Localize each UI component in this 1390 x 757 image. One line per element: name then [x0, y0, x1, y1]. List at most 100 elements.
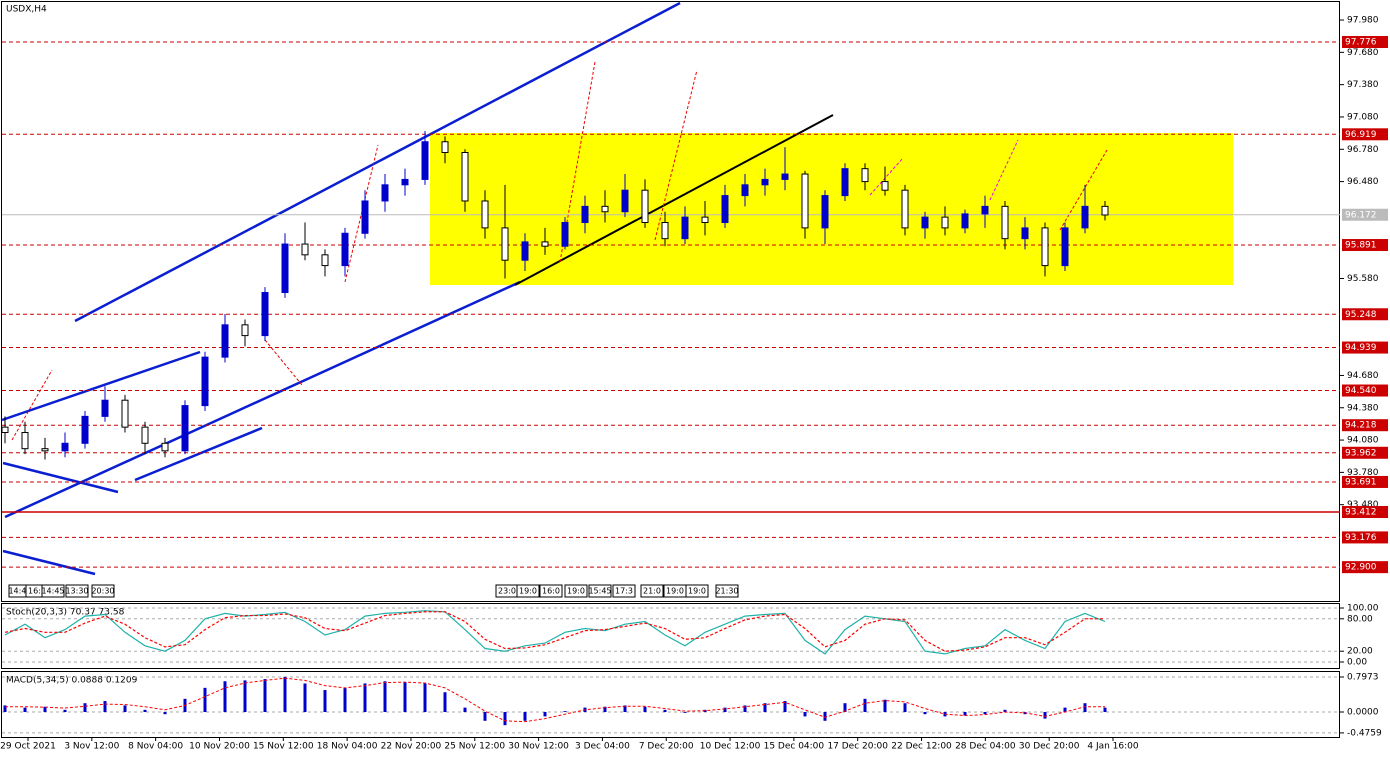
time-marker-box: [640, 584, 664, 598]
macd-bar: [643, 706, 647, 713]
last-price-label: 96.172: [1345, 210, 1377, 220]
candle-body: [621, 189, 629, 213]
candle-body: [1001, 205, 1009, 240]
y-tick-label: 100.00: [1347, 603, 1379, 613]
level-label: 97.776: [1345, 38, 1377, 48]
candle-body: [921, 216, 929, 229]
candle-body: [161, 442, 169, 452]
macd-bar: [323, 690, 327, 713]
main-panel: [1, 1, 1340, 602]
x-tick-label: 30 Nov 12:00: [508, 742, 569, 752]
macd-bar: [43, 706, 47, 713]
time-marker: 23:0: [498, 587, 516, 596]
macd-bar: [283, 676, 287, 713]
candle-body: [101, 399, 109, 417]
candle-body: [81, 415, 89, 444]
level-label: 93.691: [1345, 477, 1377, 487]
candle-body: [801, 173, 809, 229]
x-tick-label: 17 Dec 20:00: [827, 742, 888, 752]
y-tick-label: 93.780: [1347, 468, 1379, 478]
level-label-box: [1342, 419, 1388, 432]
x-tick-label: 3 Dec 04:00: [575, 742, 630, 752]
time-marker-box: [685, 584, 709, 598]
time-marker-box: [612, 584, 636, 598]
candle-body: [481, 200, 489, 229]
y-tick-label: 97.380: [1347, 80, 1379, 90]
macd-bar: [3, 705, 7, 713]
x-tick-label: 15 Dec 04:00: [764, 742, 825, 752]
candle-body: [1, 426, 9, 434]
macd-bar: [1083, 703, 1087, 713]
candle-body: [961, 213, 969, 229]
candle-body: [341, 232, 349, 267]
candle-body: [441, 141, 449, 154]
macd-bar: [803, 712, 807, 717]
candle-body: [581, 205, 589, 224]
candle-body: [21, 432, 29, 450]
candle-body: [1041, 227, 1049, 267]
candle-body: [1081, 205, 1089, 229]
macd-bar: [923, 712, 927, 715]
level-label: 93.412: [1345, 508, 1377, 518]
y-tick-label: 97.080: [1347, 112, 1379, 122]
candle-body: [201, 356, 209, 407]
macd-bar: [743, 705, 747, 713]
candle-body: [361, 200, 369, 234]
macd-bar: [763, 703, 767, 713]
time-marker-box: [41, 584, 65, 598]
candle-body: [661, 222, 669, 240]
time-marker: 19:0: [519, 587, 537, 596]
candle-body: [681, 216, 689, 240]
candle-body: [261, 292, 269, 337]
arrow: [559, 61, 596, 263]
macd-signal: [5, 677, 1105, 723]
range-box: [430, 133, 1233, 285]
time-marker-box: [564, 584, 588, 598]
candle-body: [1061, 227, 1069, 267]
candle-body: [141, 426, 149, 444]
trendline: [2, 549, 96, 576]
x-tick-label: 29 Oct 2021: [0, 742, 56, 752]
macd-bar: [783, 701, 787, 713]
x-tick-label: 15 Nov 12:00: [253, 742, 314, 752]
macd-bar: [1103, 707, 1107, 713]
y-tick-label: 94.680: [1347, 371, 1379, 381]
macd-bar: [883, 699, 887, 713]
macd-bar: [363, 683, 367, 713]
stoch-panel: [1, 603, 1340, 669]
y-tick-label: 94.080: [1347, 436, 1379, 446]
level-label-box: [1342, 475, 1388, 488]
time-marker: 15:45: [588, 587, 611, 596]
x-tick-label: 22 Dec 12:00: [891, 742, 952, 752]
level-label-box: [1342, 341, 1388, 354]
x-tick-label: 18 Nov 04:00: [317, 742, 378, 752]
trendline: [74, 1, 681, 323]
level-label: 94.939: [1345, 343, 1377, 353]
macd-bar: [1003, 709, 1007, 713]
level-label-box: [1342, 506, 1388, 519]
time-marker-box: [91, 584, 115, 598]
macd-bar: [683, 712, 687, 713]
y-tick-label: 0.00: [1347, 658, 1367, 668]
candle-body: [301, 243, 309, 256]
macd-bar: [263, 679, 267, 713]
macd-bar: [23, 707, 27, 713]
candle-body: [321, 254, 329, 267]
level-label-box: [1342, 128, 1388, 141]
trendline: [4, 280, 521, 519]
y-tick-label: 96.780: [1347, 145, 1379, 155]
x-tick-label: 30 Dec 20:00: [1019, 742, 1080, 752]
x-tick-label: 25 Nov 12:00: [444, 742, 505, 752]
level-label-box: [1342, 561, 1388, 574]
level-label-box: [1342, 36, 1388, 49]
candle-body: [541, 241, 549, 247]
macd-bar: [723, 707, 727, 713]
macd-bar: [143, 709, 147, 713]
macd-bar: [863, 698, 867, 713]
candle-body: [741, 184, 749, 197]
macd-title: MACD(5,34,5) 0.0888 0.1209: [6, 676, 138, 686]
time-marker: 19:0: [666, 587, 684, 596]
y-tick-label: 97.980: [1347, 16, 1379, 26]
level-label: 96.919: [1345, 130, 1377, 140]
macd-bar: [843, 703, 847, 713]
